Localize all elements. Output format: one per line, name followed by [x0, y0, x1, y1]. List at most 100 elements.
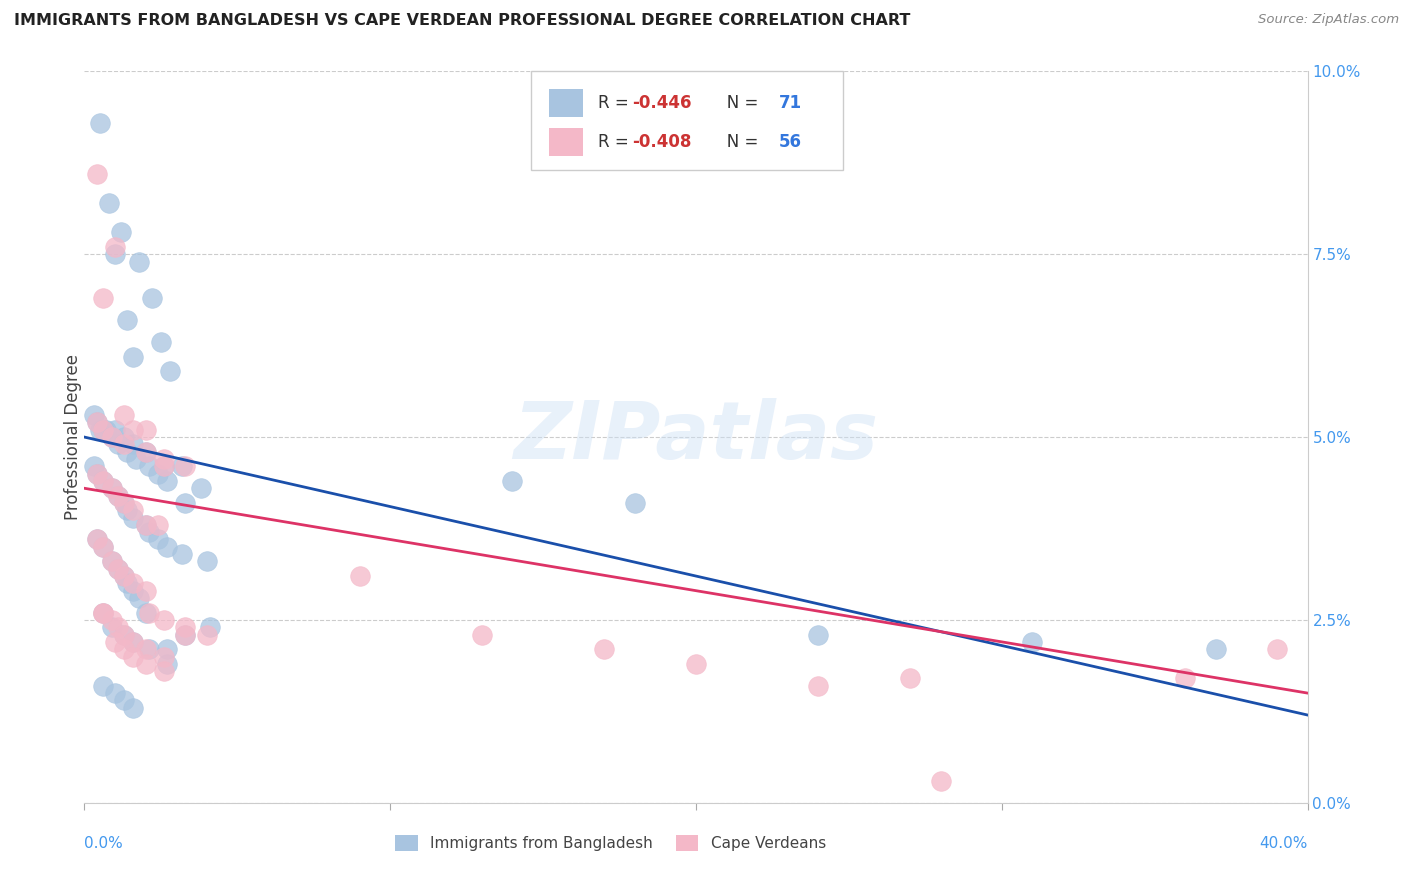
Point: [174, 627, 197, 641]
Point: [115, 313, 138, 327]
Point: [174, 496, 197, 510]
Point: [141, 291, 163, 305]
Point: [898, 672, 921, 686]
Point: [135, 517, 157, 532]
Point: [122, 576, 145, 591]
Point: [138, 606, 160, 620]
Point: [128, 254, 150, 268]
Point: [107, 562, 129, 576]
Point: [91, 606, 114, 620]
Point: [115, 503, 138, 517]
Point: [122, 437, 145, 451]
Point: [195, 554, 218, 568]
Point: [101, 554, 124, 568]
Point: [128, 591, 150, 605]
Point: [101, 481, 124, 495]
Text: N =: N =: [710, 133, 763, 152]
Text: R =: R =: [598, 133, 634, 152]
Point: [91, 606, 114, 620]
Point: [172, 547, 194, 561]
Point: [349, 569, 371, 583]
Point: [122, 700, 145, 714]
Y-axis label: Professional Degree: Professional Degree: [65, 354, 82, 520]
Point: [135, 517, 157, 532]
Point: [112, 408, 135, 422]
Point: [146, 467, 169, 481]
Text: -0.408: -0.408: [633, 133, 692, 152]
Point: [104, 686, 127, 700]
Point: [135, 657, 157, 671]
Point: [91, 474, 114, 488]
Point: [1205, 642, 1227, 657]
Legend: Immigrants from Bangladesh, Cape Verdeans: Immigrants from Bangladesh, Cape Verdean…: [388, 830, 832, 857]
Text: R =: R =: [598, 94, 634, 112]
Point: [91, 540, 114, 554]
Point: [86, 533, 108, 547]
Point: [89, 423, 111, 437]
Point: [593, 642, 616, 657]
Point: [156, 642, 179, 657]
FancyBboxPatch shape: [531, 71, 842, 170]
Point: [172, 459, 194, 474]
Point: [86, 416, 108, 430]
Text: -0.446: -0.446: [633, 94, 692, 112]
Point: [101, 481, 124, 495]
FancyBboxPatch shape: [550, 128, 583, 156]
Point: [101, 613, 124, 627]
Point: [156, 540, 179, 554]
Point: [104, 247, 127, 261]
Point: [153, 649, 176, 664]
Point: [198, 620, 221, 634]
Point: [153, 459, 176, 474]
Point: [101, 430, 124, 444]
Point: [107, 562, 129, 576]
Text: 56: 56: [779, 133, 803, 152]
Point: [149, 334, 172, 349]
Point: [112, 642, 135, 657]
Point: [83, 408, 105, 422]
Point: [115, 576, 138, 591]
Point: [122, 510, 145, 524]
Point: [101, 554, 124, 568]
Point: [146, 533, 169, 547]
Point: [107, 437, 129, 451]
Text: IMMIGRANTS FROM BANGLADESH VS CAPE VERDEAN PROFESSIONAL DEGREE CORRELATION CHART: IMMIGRANTS FROM BANGLADESH VS CAPE VERDE…: [14, 13, 911, 29]
Text: ZIPatlas: ZIPatlas: [513, 398, 879, 476]
Point: [146, 517, 169, 532]
Point: [190, 481, 212, 495]
Point: [195, 627, 218, 641]
Point: [104, 635, 127, 649]
Point: [107, 489, 129, 503]
Point: [1174, 672, 1197, 686]
Point: [685, 657, 707, 671]
Point: [94, 423, 117, 437]
Point: [138, 525, 160, 540]
Point: [91, 540, 114, 554]
Text: 0.0%: 0.0%: [84, 836, 124, 851]
Point: [101, 620, 124, 634]
Point: [91, 679, 114, 693]
Point: [112, 496, 135, 510]
Text: 71: 71: [779, 94, 803, 112]
Text: Source: ZipAtlas.com: Source: ZipAtlas.com: [1258, 13, 1399, 27]
Point: [135, 606, 157, 620]
Point: [156, 657, 179, 671]
Point: [86, 167, 108, 181]
Point: [807, 627, 830, 641]
Point: [91, 423, 114, 437]
Point: [174, 627, 197, 641]
Point: [156, 474, 179, 488]
Point: [135, 642, 157, 657]
Point: [624, 496, 647, 510]
Point: [138, 642, 160, 657]
Point: [104, 240, 127, 254]
Point: [112, 627, 135, 641]
Point: [97, 196, 120, 211]
Point: [83, 459, 105, 474]
Point: [122, 583, 145, 598]
Point: [122, 503, 145, 517]
Point: [135, 444, 157, 458]
Point: [86, 416, 108, 430]
Point: [471, 627, 494, 641]
Point: [112, 693, 135, 707]
